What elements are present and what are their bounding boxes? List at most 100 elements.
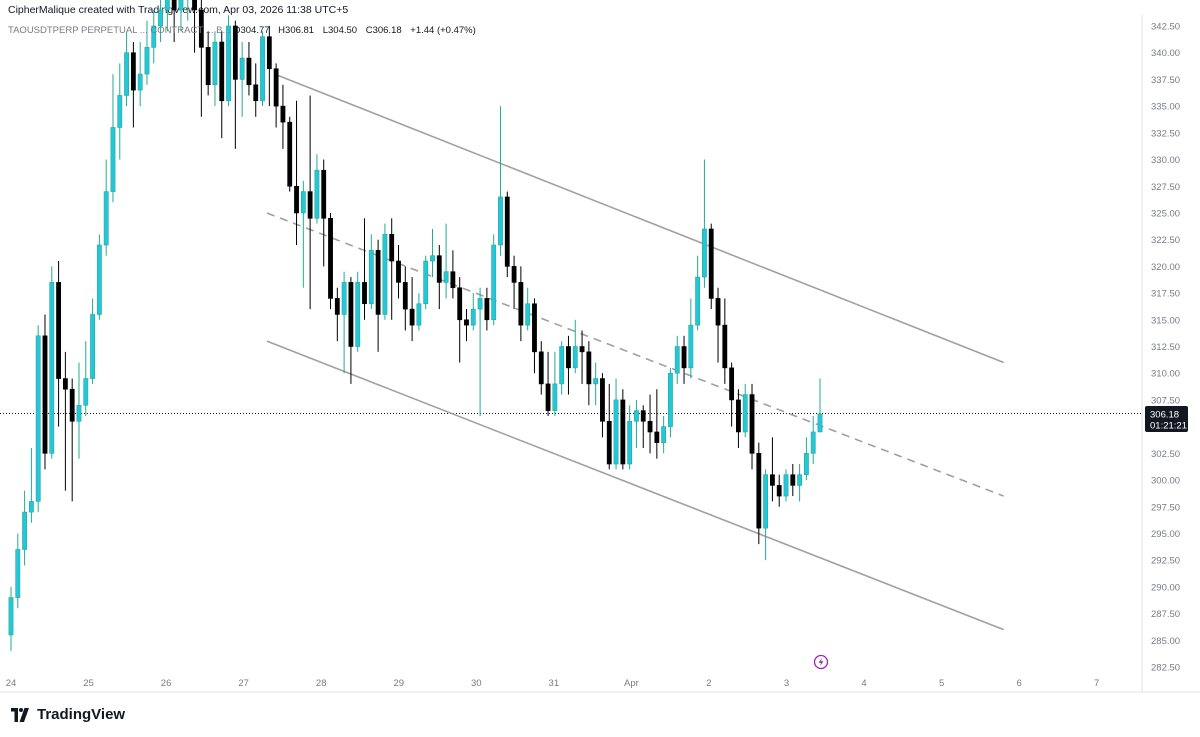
bear-candle: [321, 159, 327, 267]
bull-candle: [117, 63, 123, 160]
bear-candle: [736, 389, 741, 448]
bear-candle: [640, 405, 646, 448]
candle-body: [83, 378, 89, 406]
descending-channel[interactable]: [266, 73, 1004, 631]
bear-candle: [600, 373, 605, 438]
price-axis[interactable]: 342.50 340.00 337.50 335.00 332.50 330.00 327.…: [1151, 22, 1180, 674]
bull-candle: [96, 234, 102, 320]
price-tick-label: 317.50: [1151, 289, 1180, 300]
candle-body: [776, 485, 782, 497]
bear-candle: [171, 0, 177, 43]
bear-candle: [518, 266, 524, 342]
candle-body: [110, 127, 116, 192]
bull-candle: [382, 223, 388, 320]
candle-body: [566, 346, 571, 369]
bull-candle: [416, 293, 422, 331]
candle-body: [600, 378, 605, 422]
bear-candle: [348, 277, 354, 384]
symbol-exchange: B...: [216, 25, 231, 36]
candle-body: [382, 234, 388, 315]
candle-body: [362, 282, 367, 305]
bull-candle: [477, 287, 483, 416]
ohlc-high: H306.81: [278, 25, 315, 36]
bull-candle: [783, 469, 789, 502]
symbol-legend[interactable]: TAOUSDTPERP PERPETUAL ... CONTRACT ... B…: [8, 25, 482, 36]
bear-candle: [280, 84, 286, 149]
ohlc-low: L304.50: [322, 25, 358, 36]
bear-candle: [294, 100, 299, 246]
time-tick-label: 29: [393, 678, 404, 689]
bear-candle: [246, 42, 252, 96]
candle-body: [273, 68, 279, 107]
candle-body: [56, 282, 61, 379]
time-tick-label: 24: [6, 678, 17, 689]
candle-body: [708, 228, 714, 299]
bull-candle: [76, 362, 82, 459]
time-tick-label: 4: [861, 678, 866, 689]
bear-candle: [287, 116, 293, 192]
candle-body: [232, 25, 238, 80]
bull-candle: [430, 228, 435, 278]
bear-candle: [192, 0, 197, 53]
price-tick-label: 315.00: [1151, 315, 1180, 326]
bear-candle: [749, 383, 755, 470]
channel-upper-line[interactable]: [274, 73, 1004, 364]
candle-body: [518, 282, 524, 326]
bear-candle: [620, 389, 626, 470]
price-tick-label: 300.00: [1151, 476, 1180, 487]
bull-candle: [137, 42, 143, 107]
candle-body: [49, 282, 55, 454]
candle-body: [15, 549, 21, 598]
bull-candle: [593, 362, 599, 406]
bear-candle: [776, 474, 782, 507]
candle-body: [69, 388, 75, 422]
candle-body: [76, 404, 82, 422]
candle-body: [457, 287, 463, 321]
candle-body: [35, 335, 41, 502]
channel-lower-line[interactable]: [266, 340, 1004, 631]
candle-body: [287, 121, 293, 187]
bear-candle: [62, 351, 68, 491]
bull-candle: [226, 15, 231, 107]
candle-body: [239, 57, 245, 80]
candle-body: [226, 25, 231, 102]
candle-body: [593, 378, 599, 385]
candle-body: [409, 308, 415, 326]
candle-body: [436, 255, 442, 283]
candle-body: [450, 271, 456, 289]
candle-body: [334, 298, 340, 315]
candle-body: [770, 474, 775, 486]
bull-candle: [803, 437, 809, 481]
candle-body: [124, 52, 129, 96]
candle-body: [640, 410, 646, 422]
bull-candle: [178, 0, 184, 32]
bear-candle: [396, 245, 401, 299]
bear-candle: [328, 212, 333, 310]
candle-body: [294, 185, 299, 214]
alert-icon[interactable]: [813, 654, 829, 670]
candle-body: [389, 234, 395, 262]
candle-body: [328, 218, 333, 299]
bull-candle: [83, 341, 89, 416]
candle-body: [375, 250, 381, 315]
bull-candle: [28, 447, 34, 523]
price-tick-label: 340.00: [1151, 48, 1180, 59]
candle-body: [511, 266, 517, 283]
bear-candle: [253, 63, 259, 117]
candle-body: [402, 282, 408, 310]
candle-body: [307, 191, 313, 219]
time-tick-label: 26: [161, 678, 172, 689]
candle-body: [579, 346, 585, 353]
bull-candle: [763, 469, 769, 561]
candle-body: [8, 597, 14, 636]
bear-candle: [708, 223, 714, 310]
candle-body: [341, 282, 347, 315]
bear-candle: [198, 0, 204, 117]
time-axis[interactable]: 24 25 26 27 28 29 30 31 Apr 2 3 4 5 6 7: [6, 678, 1100, 689]
bear-candle: [504, 191, 510, 278]
bull-candle: [300, 180, 306, 288]
bar-countdown: 01:21:21: [1150, 421, 1187, 432]
candle-body: [491, 244, 497, 321]
bull-candle: [22, 490, 28, 566]
